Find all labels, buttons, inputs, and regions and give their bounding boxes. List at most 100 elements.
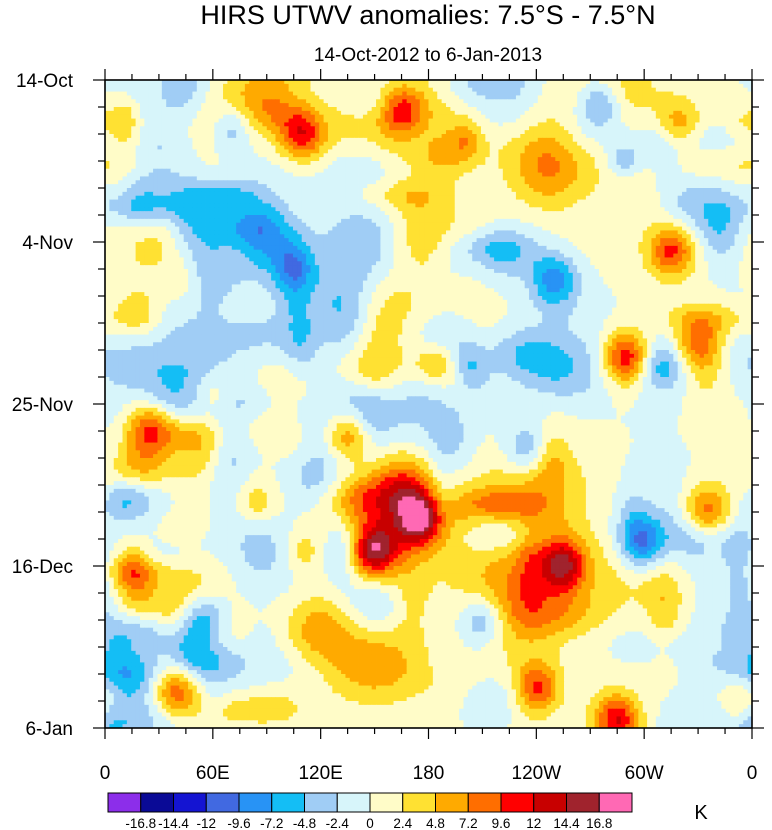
heatmap-cell [210, 111, 215, 115]
heatmap-cell [297, 142, 302, 146]
heatmap-cell [477, 188, 482, 192]
heatmap-cell [192, 92, 197, 96]
heatmap-cell [429, 161, 434, 165]
heatmap-cell [420, 92, 425, 96]
heatmap-cell [538, 111, 543, 115]
heatmap-cell [184, 196, 189, 200]
heatmap-cell [638, 153, 643, 157]
heatmap-cell [691, 88, 696, 92]
heatmap-cell [577, 115, 582, 119]
heatmap-cell [136, 142, 141, 146]
heatmap-cell [184, 157, 189, 161]
heatmap-cell [669, 126, 674, 130]
heatmap-cell [429, 111, 434, 115]
heatmap-cell [446, 142, 451, 146]
heatmap-cell [651, 157, 656, 161]
heatmap-cell [188, 130, 193, 134]
heatmap-cell [735, 176, 740, 180]
heatmap-cell [223, 103, 228, 107]
heatmap-cell [297, 149, 302, 153]
heatmap-cell [516, 103, 521, 107]
heatmap-cell [608, 203, 613, 207]
heatmap-cell [643, 103, 648, 107]
heatmap-cell [363, 107, 368, 111]
heatmap-cell [691, 95, 696, 99]
heatmap-cell [656, 107, 661, 111]
heatmap-cell [612, 126, 617, 130]
heatmap-cell [280, 84, 285, 88]
heatmap-cell [122, 157, 127, 161]
heatmap-cell [153, 192, 158, 196]
heatmap-cell [433, 111, 438, 115]
heatmap-cell [175, 176, 180, 180]
heatmap-cell [249, 88, 254, 92]
heatmap-cell [184, 173, 189, 177]
heatmap-cell [713, 196, 718, 200]
heatmap-cell [136, 207, 141, 211]
heatmap-cell [210, 84, 215, 88]
heatmap-cell [638, 111, 643, 115]
heatmap-cell [695, 173, 700, 177]
heatmap-cell [669, 88, 674, 92]
heatmap-cell [188, 192, 193, 196]
heatmap-cell [376, 84, 381, 88]
heatmap-cell [472, 126, 477, 130]
heatmap-cell [700, 192, 705, 196]
heatmap-cell [420, 142, 425, 146]
heatmap-cell [656, 142, 661, 146]
heatmap-cell [332, 142, 337, 146]
heatmap-cell [280, 146, 285, 150]
heatmap-cell [695, 95, 700, 99]
heatmap-cell [345, 176, 350, 180]
heatmap-cell [201, 119, 206, 123]
heatmap-cell [219, 157, 224, 161]
heatmap-cell [306, 176, 311, 180]
heatmap-cell [184, 103, 189, 107]
heatmap-cell [608, 115, 613, 119]
heatmap-cell [254, 180, 259, 184]
heatmap-cell [214, 115, 219, 119]
heatmap-cell [573, 103, 578, 107]
heatmap-cell [625, 157, 630, 161]
heatmap-cell [380, 107, 385, 111]
heatmap-cell [743, 115, 748, 119]
heatmap-cell [380, 157, 385, 161]
heatmap-cell [345, 84, 350, 88]
heatmap-cell [463, 126, 468, 130]
heatmap-cell [695, 84, 700, 88]
heatmap-cell [415, 134, 420, 138]
heatmap-cell [678, 161, 683, 165]
heatmap-cell [249, 122, 254, 126]
heatmap-cell [192, 115, 197, 119]
heatmap-cell [490, 130, 495, 134]
heatmap-cell [341, 176, 346, 180]
heatmap-cell [446, 88, 451, 92]
heatmap-cell [555, 111, 560, 115]
heatmap-cell [415, 107, 420, 111]
heatmap-cell [463, 103, 468, 107]
heatmap-cell [162, 130, 167, 134]
heatmap-cell [577, 176, 582, 180]
heatmap-cell [284, 95, 289, 99]
heatmap-cell [634, 157, 639, 161]
heatmap-cell [363, 203, 368, 207]
heatmap-cell [157, 103, 162, 107]
heatmap-cell [236, 122, 241, 126]
heatmap-cell [691, 200, 696, 204]
heatmap-cell [175, 95, 180, 99]
heatmap-cell [184, 88, 189, 92]
heatmap-cell [302, 207, 307, 211]
heatmap-cell [341, 200, 346, 204]
heatmap-cell [481, 130, 486, 134]
heatmap-cell [420, 95, 425, 99]
heatmap-cell [389, 99, 394, 103]
heatmap-cell [402, 142, 407, 146]
heatmap-cell [669, 138, 674, 142]
heatmap-cell [127, 207, 132, 211]
heatmap-cell [402, 176, 407, 180]
heatmap-cell [730, 192, 735, 196]
heatmap-cell [481, 157, 486, 161]
heatmap-cell [678, 173, 683, 177]
heatmap-cell [109, 153, 114, 157]
heatmap-cell [293, 149, 298, 153]
